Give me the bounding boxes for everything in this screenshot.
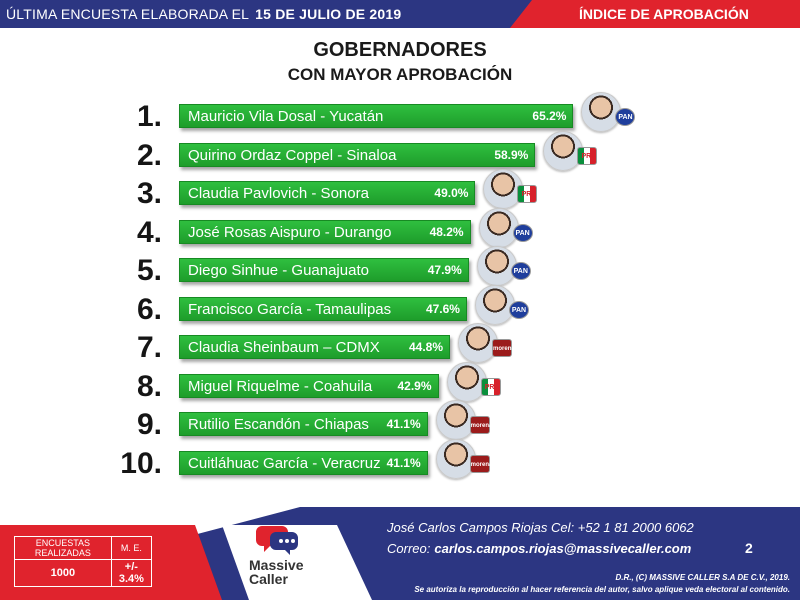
survey-date-prefix: ÚLTIMA ENCUESTA ELABORADA EL	[6, 6, 250, 22]
chart-row: 4. José Rosas Aispuro - Durango 48.2% PAN	[0, 207, 800, 254]
approval-value: 42.9%	[397, 378, 432, 393]
survey-date: 15 DE JULIO DE 2019	[255, 6, 402, 22]
contact-line: José Carlos Campos Riojas Cel: +52 1 81 …	[387, 520, 694, 535]
chart-subtitle: CON MAYOR APROBACIÓN	[287, 65, 513, 84]
approval-bar: Rutilio Escandón - Chiapas 41.1%	[179, 412, 428, 436]
rank-number: 9.	[136, 408, 162, 441]
email-link[interactable]: carlos.campos.riojas@massivecaller.com	[434, 541, 692, 556]
approval-value: 41.1%	[386, 417, 421, 431]
approval-value: 47.9%	[427, 263, 462, 277]
governor-name: Rutilio Escandón - Chiapas	[188, 416, 369, 433]
governor-name: Claudia Sheinbaum – CDMX	[188, 339, 380, 356]
chart-row: 9. Rutilio Escandón - Chiapas 41.1% morena	[0, 400, 800, 446]
surveys-value: 1000	[14, 559, 112, 587]
governor-name: Cuitláhuac García - Veracruz	[188, 454, 381, 472]
approval-bar: Miguel Riquelme - Coahuila 42.9%	[179, 373, 439, 398]
governor-photo	[474, 284, 515, 325]
party-logo-icon: PAN	[510, 262, 531, 280]
chart-row: 3. Claudia Pavlovich - Sonora 49.0% PRI	[0, 169, 800, 215]
chart-row: 1. Mauricio Vila Dosal - Yucatán 65.2% PAN	[0, 92, 800, 138]
approval-bar: Claudia Pavlovich - Sonora 49.0%	[179, 181, 476, 205]
approval-value: 58.9%	[494, 147, 529, 162]
governor-name: José Rosas Aispuro - Durango	[188, 223, 392, 241]
party-logo-icon: PRI	[517, 185, 538, 203]
rank-number: 3.	[136, 177, 162, 210]
chart-row: 7. Claudia Sheinbaum – CDMX 44.8% morena	[0, 323, 800, 369]
governor-name: Claudia Pavlovich - Sonora	[188, 185, 369, 202]
approval-bar: Francisco García - Tamaulipas 47.6%	[179, 296, 467, 321]
surveys-header: ENCUESTAS REALIZADAS	[14, 536, 112, 560]
governor-photo	[483, 169, 524, 209]
logo-wordmark: Massive Caller	[249, 557, 304, 587]
rank-number: 6.	[136, 292, 162, 326]
approval-value: 65.2%	[532, 109, 567, 123]
approval-value: 41.1%	[386, 455, 421, 470]
section-title: ÍNDICE DE APROBACIÓN	[579, 6, 749, 22]
governor-name: Francisco García - Tamaulipas	[188, 300, 392, 318]
rank-number: 7.	[136, 331, 162, 364]
governor-name: Miguel Riquelme - Coahuila	[188, 377, 373, 395]
party-logo-icon: PRI	[480, 377, 501, 396]
governor-photo	[435, 438, 476, 479]
party-logo-icon: morena	[492, 339, 515, 357]
governor-name: Mauricio Vila Dosal - Yucatán	[188, 108, 384, 125]
page-number: 2	[745, 540, 753, 556]
survey-stats-table: ENCUESTAS REALIZADAS M. E. 1000 +/- 3.4%	[14, 536, 153, 587]
rank-number: 5.	[136, 254, 162, 287]
approval-bar: Claudia Sheinbaum – CDMX 44.8%	[179, 335, 451, 359]
margin-error-value: +/- 3.4%	[110, 559, 153, 587]
approval-value: 49.0%	[434, 186, 469, 200]
approval-value: 44.8%	[409, 340, 444, 354]
party-logo-icon: PRI	[577, 146, 598, 165]
approval-bar: Diego Sinhue - Guanajuato 47.9%	[179, 258, 469, 282]
email-line: Correo: carlos.campos.riojas@massivecalle…	[387, 541, 691, 556]
chart-row: 10. Cuitláhuac García - Veracruz 41.1% more…	[0, 438, 800, 485]
chart-title: GOBERNADORES	[313, 39, 487, 61]
chart-row: 5. Diego Sinhue - Guanajuato 47.9% PAN	[0, 246, 800, 292]
party-logo-icon: PAN	[615, 108, 636, 126]
rank-number: 10.	[120, 446, 162, 480]
rank-number: 4.	[136, 215, 162, 249]
governor-photo	[476, 246, 517, 286]
party-logo-icon: morena	[469, 454, 492, 473]
approval-value: 48.2%	[429, 224, 464, 239]
approval-value: 47.6%	[425, 301, 460, 316]
party-logo-icon: PAN	[508, 300, 529, 319]
rank-number: 8.	[136, 369, 162, 403]
approval-bar: Cuitláhuac García - Veracruz 41.1%	[179, 450, 428, 475]
copyright-text: D.R., (C) MASSIVE CALLER S.A DE C.V., 20…	[615, 573, 790, 582]
governor-name: Quirino Ordaz Coppel - Sinaloa	[188, 146, 397, 164]
chart-row: 2. Quirino Ordaz Coppel - Sinaloa 58.9% PRI	[0, 130, 800, 177]
header-accent	[510, 0, 800, 28]
governor-photo	[543, 130, 584, 171]
party-logo-icon: morena	[469, 416, 492, 434]
governor-photo	[478, 207, 519, 248]
survey-date-label: ÚLTIMA ENCUESTA ELABORADA EL 15 DE JULIO …	[6, 6, 401, 22]
massive-caller-logo-icon	[256, 526, 298, 555]
disclaimer-text: Se autoriza la reproducción al hacer ref…	[414, 585, 790, 594]
email-label: Correo:	[387, 541, 431, 556]
rank-number: 1.	[136, 100, 162, 133]
chart-row: 8. Miguel Riquelme - Coahuila 42.9% PRI	[0, 361, 800, 408]
approval-bar: Mauricio Vila Dosal - Yucatán 65.2%	[179, 104, 574, 128]
approval-bar: Quirino Ordaz Coppel - Sinaloa 58.9%	[179, 142, 536, 167]
rank-number: 2.	[136, 138, 162, 172]
party-logo-icon: PAN	[512, 223, 533, 242]
governor-name: Diego Sinhue - Guanajuato	[188, 262, 369, 279]
margin-error-header: M. E.	[110, 536, 153, 560]
approval-bar: José Rosas Aispuro - Durango 48.2%	[179, 219, 471, 244]
governor-photo	[458, 323, 499, 363]
chart-row: 6. Francisco García - Tamaulipas 47.6% PAN	[0, 284, 800, 331]
